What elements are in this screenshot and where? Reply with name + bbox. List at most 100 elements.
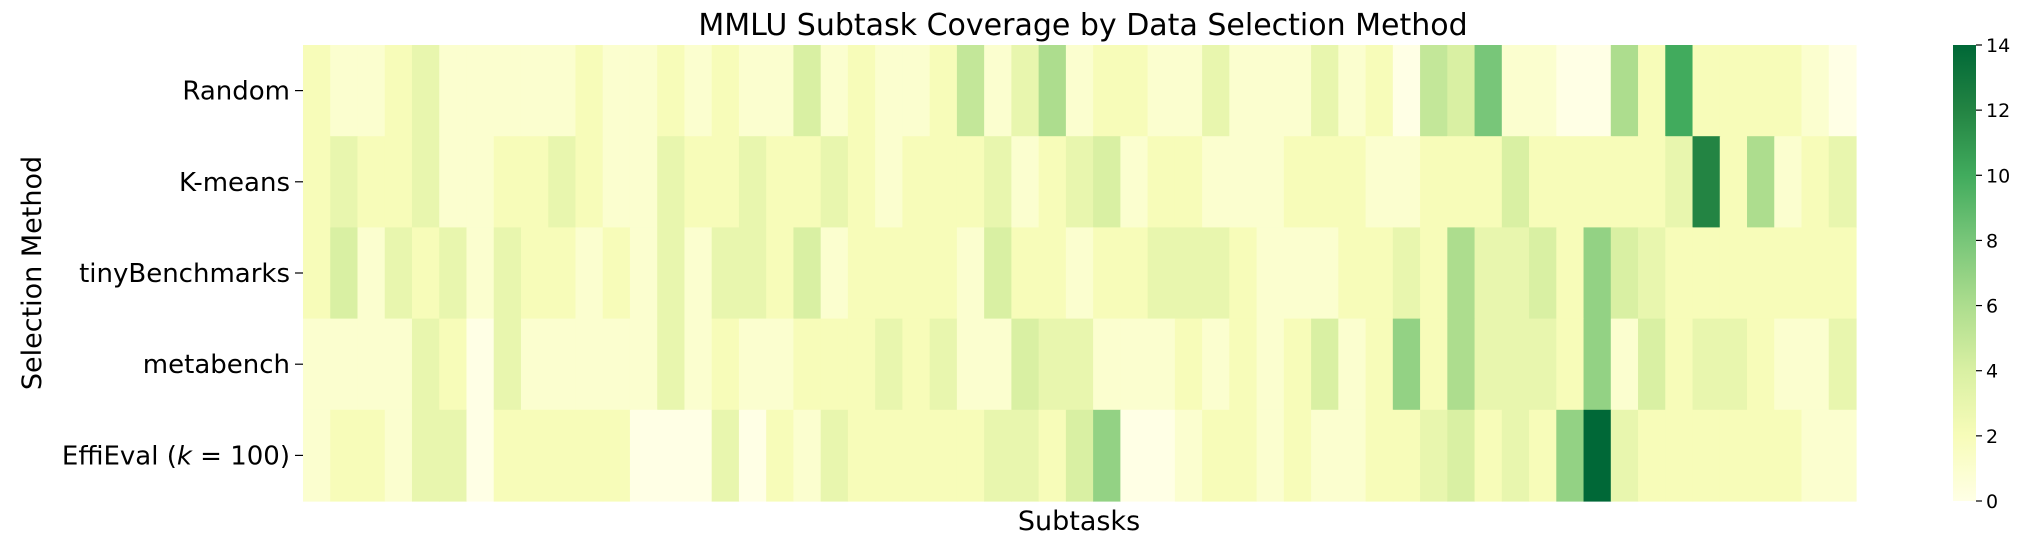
heatmap-cell (1747, 318, 1775, 411)
heatmap-cell (684, 318, 713, 411)
heatmap-cell (520, 409, 549, 502)
heatmap-cell (357, 45, 386, 137)
heatmap-cell (1420, 136, 1448, 228)
heatmap-cell (1120, 136, 1149, 228)
heatmap-cell (820, 45, 849, 137)
heatmap-cell (1447, 318, 1476, 411)
heatmap-cell (1774, 318, 1803, 411)
heatmap-cell (384, 409, 413, 502)
heatmap-cell (1229, 318, 1258, 411)
heatmap-cell (1610, 136, 1639, 228)
heatmap-cell (1283, 45, 1312, 137)
heatmap-cell (657, 227, 686, 320)
heatmap-cell (1283, 409, 1312, 502)
heatmap-cell (1801, 227, 1830, 320)
heatmap-cell (1638, 227, 1666, 320)
row-tick-labels: Random K-means tinyBenchmarks metabench Effi… (62, 77, 303, 471)
heatmap-cell (1501, 136, 1530, 228)
heatmap-cell (1011, 45, 1040, 137)
heatmap-cell (1283, 136, 1312, 228)
heatmap-cell (1665, 227, 1694, 320)
heatmap-cell (357, 136, 386, 228)
heatmap-cell (439, 318, 468, 411)
heatmap-cell (1665, 318, 1694, 411)
heatmap-cell (1583, 136, 1612, 228)
heatmap-cell (1392, 227, 1421, 320)
heatmap-cell (684, 136, 713, 228)
heatmap-cell (1719, 227, 1748, 320)
heatmap-cell (1529, 318, 1557, 411)
heatmap-cell (711, 45, 740, 137)
heatmap-cell (684, 227, 713, 320)
heatmap-cell (1311, 318, 1339, 411)
heatmap-cell (657, 45, 686, 137)
heatmap-cell (1529, 409, 1557, 502)
heatmap-cell (1065, 409, 1094, 502)
heatmap-cell (875, 409, 904, 502)
heatmap-cell (1501, 318, 1530, 411)
heatmap-cell (1447, 136, 1476, 228)
heatmap-cell (1583, 318, 1612, 411)
heatmap-cell (847, 409, 876, 502)
heatmap-cell (1147, 136, 1176, 228)
heatmap-cell (493, 227, 522, 320)
heatmap-cell (1501, 409, 1530, 502)
heatmap-cell (1256, 45, 1285, 137)
heatmap-cell (629, 45, 658, 137)
heatmap-cell (1147, 45, 1176, 137)
heatmap-cell (1338, 45, 1367, 137)
heatmap-cell (711, 409, 740, 502)
heatmap-cell (684, 409, 713, 502)
heatmap-cell (711, 318, 740, 411)
heatmap-cell (1719, 409, 1748, 502)
heatmap-cell (1365, 45, 1394, 137)
heatmap-cell (1474, 227, 1503, 320)
heatmap-cell (1174, 136, 1203, 228)
heatmap-cell (1229, 45, 1258, 137)
heatmap-cell (766, 227, 795, 320)
heatmap-cell (439, 409, 468, 502)
heatmap-cell (1774, 136, 1803, 228)
heatmap-cell (820, 409, 849, 502)
heatmap-cell (1093, 409, 1121, 502)
heatmap-cell (411, 409, 440, 502)
heatmap-cell (929, 136, 958, 228)
heatmap-cell (684, 45, 713, 137)
heatmap-cell (1011, 136, 1040, 228)
heatmap-cell (820, 227, 849, 320)
x-axis-label: Subtasks (1018, 506, 1140, 537)
heatmap-cell (766, 409, 795, 502)
heatmap-cell (1229, 227, 1258, 320)
heatmap-cell (1474, 318, 1503, 411)
heatmap-cell (847, 227, 876, 320)
heatmap-cell (1338, 318, 1367, 411)
heatmap-cell (1474, 136, 1503, 228)
heatmap-cell (1392, 136, 1421, 228)
heatmap-cell (1420, 227, 1448, 320)
heatmap-cell (1474, 45, 1503, 137)
heatmap-cell (956, 45, 985, 137)
heatmap-cell (875, 318, 904, 411)
heatmap-cell (629, 409, 658, 502)
colorbar-tick-label: 2 (1986, 426, 1998, 448)
heatmap-cell (1828, 45, 1857, 137)
colorbar-tick-label: 12 (1986, 100, 2010, 122)
heatmap-cell (1202, 136, 1230, 228)
heatmap-cell (1692, 318, 1721, 411)
heatmap-cell (1665, 45, 1694, 137)
heatmap-cell (956, 318, 985, 411)
heatmap-cells (303, 45, 1857, 502)
heatmap-cell (466, 318, 495, 411)
heatmap-cell (1011, 409, 1040, 502)
colorbar-tick-label: 6 (1986, 296, 1998, 318)
heatmap-cell (520, 227, 549, 320)
heatmap-cell (1120, 227, 1149, 320)
heatmap-cell (1774, 227, 1803, 320)
heatmap-cell (303, 136, 331, 228)
heatmap-cell (1311, 227, 1339, 320)
heatmap-cell (1719, 136, 1748, 228)
heatmap-cell (493, 45, 522, 137)
heatmap-cell (602, 45, 631, 137)
heatmap-cell (1610, 227, 1639, 320)
heatmap-cell (1011, 227, 1040, 320)
